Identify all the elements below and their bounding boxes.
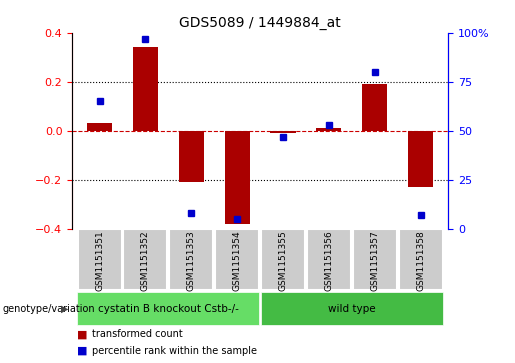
- Text: ■: ■: [77, 346, 88, 356]
- Text: GSM1151356: GSM1151356: [324, 231, 333, 291]
- Bar: [362, 84, 387, 131]
- Text: wild type: wild type: [328, 303, 375, 314]
- FancyBboxPatch shape: [124, 229, 167, 290]
- FancyBboxPatch shape: [78, 229, 122, 290]
- Bar: [133, 48, 158, 131]
- Text: GSM1151354: GSM1151354: [233, 231, 242, 291]
- Text: GSM1151358: GSM1151358: [416, 231, 425, 291]
- Bar: [87, 123, 112, 131]
- Text: GSM1151352: GSM1151352: [141, 231, 150, 291]
- Text: percentile rank within the sample: percentile rank within the sample: [92, 346, 256, 356]
- Text: GSM1151357: GSM1151357: [370, 231, 379, 291]
- Text: genotype/variation: genotype/variation: [3, 303, 95, 314]
- Text: GSM1151353: GSM1151353: [187, 231, 196, 291]
- Text: GSM1151355: GSM1151355: [279, 231, 287, 291]
- Bar: [179, 131, 204, 182]
- FancyBboxPatch shape: [353, 229, 397, 290]
- Bar: [316, 128, 341, 131]
- FancyBboxPatch shape: [261, 229, 305, 290]
- Text: transformed count: transformed count: [92, 329, 182, 339]
- FancyBboxPatch shape: [169, 229, 213, 290]
- FancyBboxPatch shape: [261, 292, 442, 325]
- FancyBboxPatch shape: [307, 229, 351, 290]
- FancyBboxPatch shape: [215, 229, 259, 290]
- Bar: [225, 131, 250, 224]
- Bar: [408, 131, 433, 187]
- Text: GSM1151351: GSM1151351: [95, 231, 104, 291]
- Text: ■: ■: [77, 329, 88, 339]
- Bar: [270, 131, 296, 133]
- FancyBboxPatch shape: [77, 292, 259, 325]
- FancyBboxPatch shape: [399, 229, 442, 290]
- Text: cystatin B knockout Cstb-/-: cystatin B knockout Cstb-/-: [98, 303, 239, 314]
- Text: ▶: ▶: [61, 303, 68, 314]
- Title: GDS5089 / 1449884_at: GDS5089 / 1449884_at: [179, 16, 341, 30]
